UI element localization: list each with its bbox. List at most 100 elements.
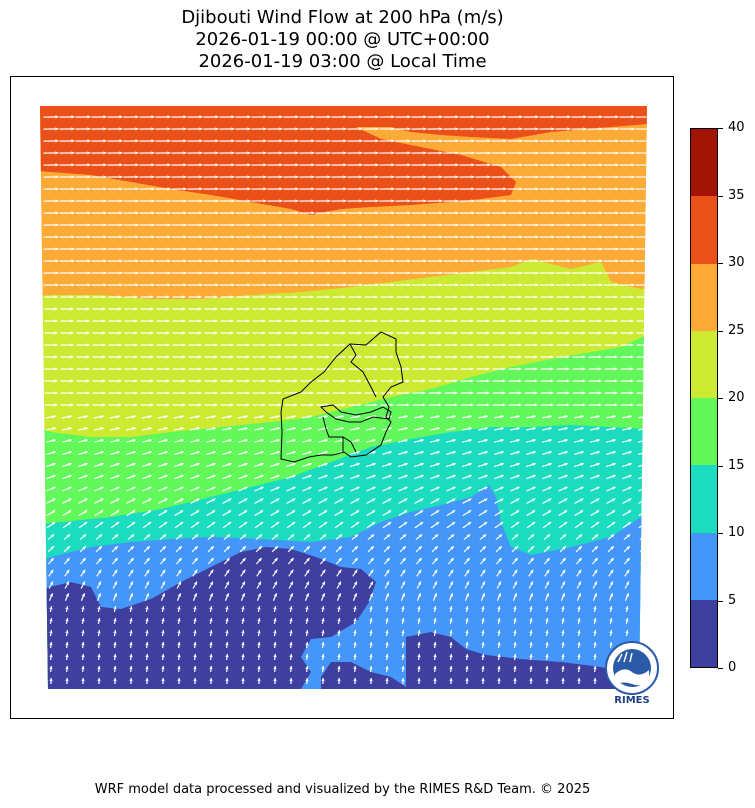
wind-arrow-head: [406, 391, 410, 395]
wind-arrow-head: [180, 474, 184, 478]
wind-arrow-head: [387, 498, 392, 502]
wind-arrow-head: [306, 546, 310, 550]
wind-arrow-head: [211, 522, 216, 526]
wind-arrow-head: [615, 235, 619, 239]
wind-arrow-head: [246, 391, 250, 395]
wind-arrow-head: [518, 307, 522, 311]
wind-arrow-head: [433, 642, 437, 646]
wind-arrow-head: [119, 211, 123, 215]
wind-arrow-head: [65, 666, 69, 670]
wind-arrow-head: [550, 343, 554, 347]
wind-arrow-head: [273, 630, 277, 634]
wind-arrow-head: [470, 319, 474, 323]
wind-arrow-head: [71, 175, 75, 179]
wind-arrow-head: [418, 558, 422, 562]
wind-arrow-head: [567, 175, 571, 179]
wind-arrow-head: [193, 642, 197, 646]
wind-arrow-head: [486, 355, 490, 359]
wind-arrow-head: [627, 522, 632, 526]
wind-arrow-head: [422, 343, 426, 347]
wind-arrow-head: [628, 462, 632, 466]
wind-arrow-head: [514, 546, 518, 550]
wind-arrow-head: [532, 427, 536, 431]
wind-arrow-head: [151, 163, 155, 167]
wind-arrow-head: [359, 139, 363, 143]
wind-arrow-head: [535, 223, 539, 227]
wind-arrow-head: [369, 678, 373, 682]
colorbar-tick-label: 35: [728, 188, 745, 203]
wind-arrow-head: [258, 546, 262, 550]
wind-arrow-head: [68, 427, 72, 431]
wind-arrow-head: [614, 295, 618, 299]
wind-arrow-head: [198, 319, 202, 323]
wind-arrow-head: [626, 534, 631, 538]
wind-arrow-head: [100, 438, 104, 443]
wind-arrow-head: [615, 223, 619, 227]
wind-arrow-head: [295, 283, 299, 287]
wind-arrow-head: [438, 367, 442, 371]
wind-arrow-head: [625, 593, 629, 597]
wind-arrow-head: [391, 271, 395, 275]
wind-arrow-head: [465, 630, 469, 634]
wind-arrow-head: [183, 271, 187, 275]
wind-arrow-head: [371, 498, 376, 502]
wind-arrow-head: [84, 415, 88, 419]
wind-arrow-head: [260, 450, 264, 455]
wind-arrow-head: [310, 307, 314, 311]
wind-arrow-head: [551, 211, 555, 215]
wind-arrow-head: [631, 163, 635, 167]
wind-arrow-head: [146, 534, 151, 538]
wind-arrow-head: [70, 295, 74, 299]
wind-arrow-head: [326, 319, 330, 323]
wind-arrow-head: [131, 498, 136, 502]
wind-arrow-head: [51, 498, 56, 502]
wind-arrow-head: [631, 199, 635, 203]
wind-arrow-head: [471, 115, 475, 119]
wind-arrow-head: [209, 654, 213, 658]
wind-arrow-head: [438, 391, 442, 395]
wind-arrow-head: [401, 642, 405, 646]
wind-arrow-head: [593, 678, 597, 682]
wind-arrow-head: [551, 283, 555, 287]
wind-arrow-head: [215, 271, 219, 275]
wind-arrow-head: [71, 223, 75, 227]
djibouti-border: [280, 331, 404, 463]
wind-arrow-head: [548, 427, 552, 431]
wind-arrow-head: [628, 427, 632, 431]
wind-arrow-head: [598, 403, 602, 407]
wind-arrow-head: [545, 618, 549, 622]
wind-arrow-head: [503, 211, 507, 215]
wind-arrow-head: [497, 666, 501, 670]
wind-arrow-head: [631, 115, 635, 119]
wind-arrow-head: [500, 486, 504, 490]
wind-arrow-head: [503, 187, 507, 191]
wind-arrow-head: [151, 187, 155, 191]
wind-arrow-head: [535, 175, 539, 179]
wind-arrow-head: [514, 558, 518, 562]
wind-arrow-head: [407, 127, 411, 131]
wind-arrow-head: [355, 510, 360, 514]
wind-arrow-head: [374, 319, 378, 323]
wind-arrow-head: [487, 139, 491, 143]
wind-arrow-head: [242, 581, 245, 585]
wind-arrow-head: [278, 367, 282, 371]
colorbar-tick: [718, 196, 723, 197]
wind-arrow-head: [644, 450, 647, 455]
wind-arrow-head: [454, 391, 458, 395]
wind-arrow-head: [423, 247, 427, 251]
wind-arrow-head: [434, 581, 437, 585]
wind-arrow-head: [274, 569, 278, 574]
wind-arrow: [641, 605, 645, 613]
wind-arrow-head: [374, 355, 378, 359]
wind-arrow-head: [183, 151, 187, 155]
wind-arrow-head: [244, 415, 248, 419]
wind-arrow-head: [487, 163, 491, 167]
wind-arrow-head: [417, 678, 421, 682]
wind-arrow-head: [215, 139, 219, 143]
wind-arrow-head: [212, 415, 216, 419]
wind-arrow-head: [326, 295, 330, 299]
wind-arrow-head: [625, 618, 629, 622]
wind-arrow-head: [599, 127, 603, 131]
wind-arrow-head: [321, 630, 325, 634]
wind-arrow-head: [513, 606, 517, 610]
